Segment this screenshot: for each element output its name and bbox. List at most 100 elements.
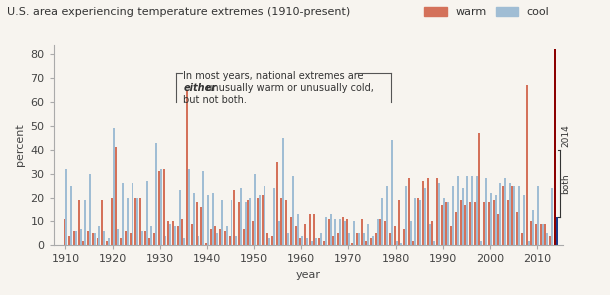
Bar bbox=[158, 171, 160, 245]
Bar bbox=[254, 174, 256, 245]
Bar bbox=[462, 188, 464, 245]
Bar bbox=[362, 233, 365, 245]
Bar bbox=[429, 224, 431, 245]
Bar bbox=[249, 198, 251, 245]
Bar bbox=[478, 133, 481, 245]
Bar bbox=[165, 236, 167, 245]
Bar bbox=[217, 233, 218, 245]
Bar bbox=[356, 233, 358, 245]
Bar bbox=[431, 222, 433, 245]
Bar bbox=[290, 217, 292, 245]
Text: both: both bbox=[561, 173, 570, 194]
Bar bbox=[507, 200, 509, 245]
Bar bbox=[514, 186, 515, 245]
Bar bbox=[132, 183, 134, 245]
Bar bbox=[457, 176, 459, 245]
Text: U.S. area experiencing temperature extremes (1910-present): U.S. area experiencing temperature extre… bbox=[7, 7, 351, 17]
Bar bbox=[405, 186, 407, 245]
Bar bbox=[386, 186, 388, 245]
Bar bbox=[146, 181, 148, 245]
Bar bbox=[129, 233, 132, 245]
Bar bbox=[400, 243, 402, 245]
Bar bbox=[200, 207, 203, 245]
Bar bbox=[296, 214, 298, 245]
Bar bbox=[377, 219, 379, 245]
Bar bbox=[523, 195, 525, 245]
Bar bbox=[73, 231, 75, 245]
Bar bbox=[281, 198, 282, 245]
Bar bbox=[300, 238, 301, 245]
Bar bbox=[533, 209, 534, 245]
Bar bbox=[89, 174, 91, 245]
Bar bbox=[264, 186, 265, 245]
Bar bbox=[318, 238, 320, 245]
Bar bbox=[68, 236, 70, 245]
Bar bbox=[160, 169, 162, 245]
Bar bbox=[485, 178, 487, 245]
Bar bbox=[186, 90, 188, 245]
Bar bbox=[177, 226, 179, 245]
Bar bbox=[181, 219, 184, 245]
Bar bbox=[184, 238, 185, 245]
Bar bbox=[426, 178, 429, 245]
Bar bbox=[320, 233, 322, 245]
Bar bbox=[433, 241, 435, 245]
Bar bbox=[235, 236, 237, 245]
Bar bbox=[245, 202, 246, 245]
Bar bbox=[424, 188, 426, 245]
Bar bbox=[188, 169, 190, 245]
Bar bbox=[301, 236, 303, 245]
Bar bbox=[205, 243, 207, 245]
Bar bbox=[103, 231, 105, 245]
Bar bbox=[342, 217, 343, 245]
Bar bbox=[361, 219, 362, 245]
Bar bbox=[419, 200, 421, 245]
Bar bbox=[474, 202, 476, 245]
Bar bbox=[407, 178, 410, 245]
Bar bbox=[271, 236, 273, 245]
Bar bbox=[372, 236, 374, 245]
Bar bbox=[108, 238, 110, 245]
Text: unusually warm or unusually cold,: unusually warm or unusually cold, bbox=[203, 83, 374, 93]
Bar bbox=[438, 183, 440, 245]
Bar bbox=[545, 224, 547, 245]
Bar bbox=[65, 169, 68, 245]
Bar bbox=[174, 226, 176, 245]
Bar bbox=[238, 202, 240, 245]
Bar bbox=[117, 229, 120, 245]
Bar bbox=[329, 214, 331, 245]
Bar bbox=[499, 183, 501, 245]
Legend: warm, cool: warm, cool bbox=[425, 7, 550, 17]
Bar bbox=[82, 241, 84, 245]
Bar bbox=[162, 169, 165, 245]
Bar bbox=[257, 198, 259, 245]
Bar bbox=[273, 188, 275, 245]
Bar bbox=[535, 224, 537, 245]
Bar bbox=[469, 202, 471, 245]
Bar bbox=[381, 198, 383, 245]
Bar bbox=[516, 212, 518, 245]
X-axis label: year: year bbox=[296, 270, 321, 280]
Text: 2014: 2014 bbox=[561, 124, 570, 147]
Bar bbox=[92, 233, 94, 245]
Bar bbox=[483, 202, 485, 245]
Bar bbox=[351, 243, 353, 245]
Bar bbox=[540, 224, 542, 245]
Bar bbox=[375, 233, 377, 245]
Bar bbox=[436, 178, 438, 245]
Bar bbox=[518, 186, 520, 245]
Bar bbox=[556, 217, 558, 245]
Bar bbox=[334, 219, 336, 245]
Bar bbox=[127, 198, 129, 245]
Bar bbox=[207, 195, 209, 245]
Bar bbox=[141, 231, 143, 245]
Bar bbox=[410, 222, 412, 245]
Bar bbox=[367, 224, 369, 245]
Bar bbox=[101, 200, 103, 245]
Bar bbox=[139, 198, 141, 245]
Bar bbox=[358, 233, 360, 245]
Bar bbox=[476, 176, 478, 245]
Bar bbox=[210, 229, 212, 245]
Bar bbox=[98, 226, 101, 245]
Bar bbox=[134, 198, 136, 245]
